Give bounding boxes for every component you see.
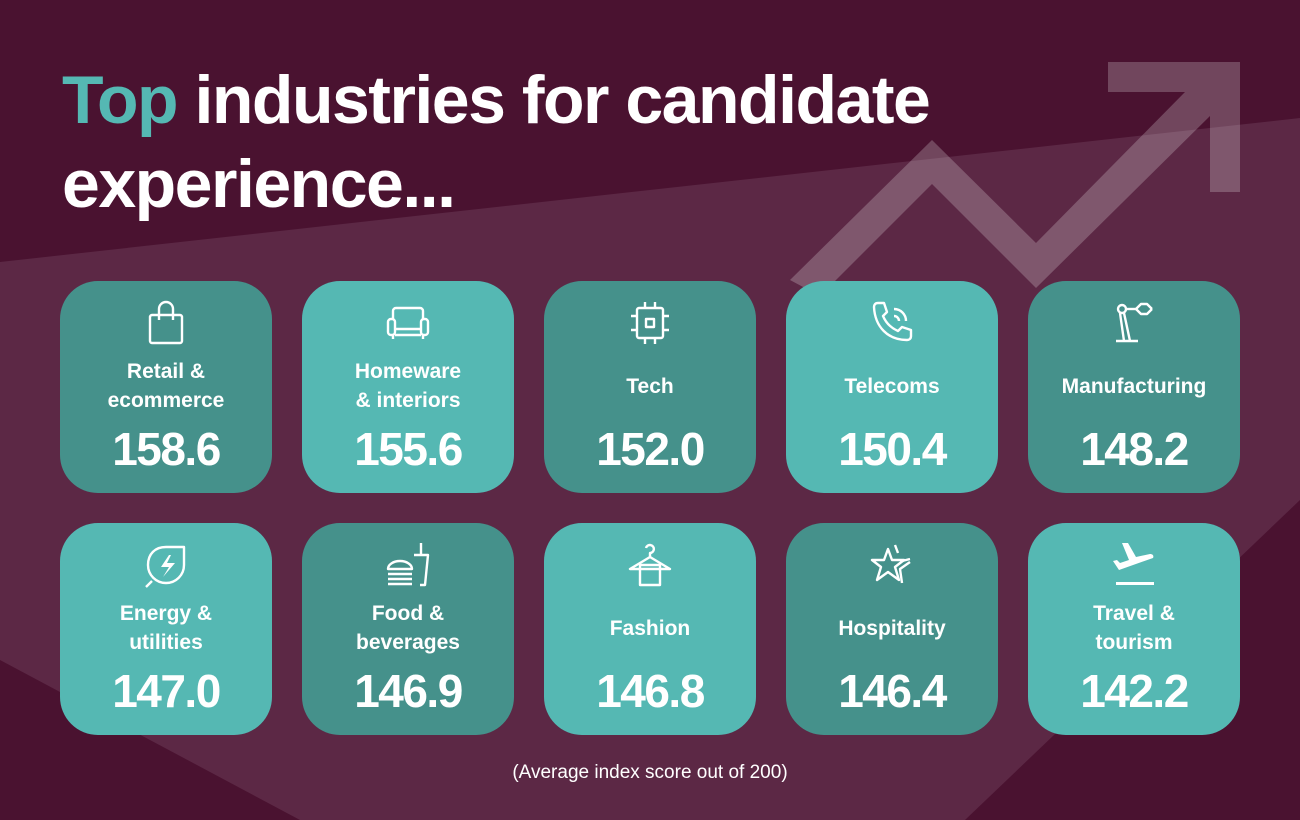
tile-manufacturing: Manufacturing 148.2 <box>1028 281 1240 493</box>
tile-value: 150.4 <box>838 423 947 475</box>
tile-hospitality: Hospitality 146.4 <box>786 523 998 735</box>
tile-value: 158.6 <box>112 423 221 475</box>
robot-arm-icon <box>1110 299 1158 347</box>
tile-retail-ecommerce: Retail & ecommerce 158.6 <box>60 281 272 493</box>
tile-value: 146.8 <box>596 665 705 717</box>
tile-value: 147.0 <box>112 665 221 717</box>
shopping-bag-icon <box>142 299 190 347</box>
tile-energy-utilities: Energy & utilities 147.0 <box>60 523 272 735</box>
tile-homeware-interiors: Homeware & interiors 155.6 <box>302 281 514 493</box>
tile-label: Tech <box>626 374 674 398</box>
tile-tech: Tech 152.0 <box>544 281 756 493</box>
tile-value: 146.4 <box>838 665 947 717</box>
trend-arrow-icon <box>790 62 1240 296</box>
tile-label: Fashion <box>609 616 691 640</box>
tile-value: 142.2 <box>1080 665 1189 717</box>
plane-departure-icon <box>1110 541 1158 589</box>
footnote: (Average index score out of 200) <box>512 762 788 783</box>
tile-value: 148.2 <box>1080 423 1189 475</box>
burger-drink-icon <box>384 541 432 589</box>
leaf-bolt-icon <box>142 541 190 589</box>
tile-label: Homeware & interiors <box>354 360 462 412</box>
sofa-icon <box>384 299 432 347</box>
tile-value: 155.6 <box>354 423 463 475</box>
tile-label: Food & beverages <box>356 602 460 654</box>
title-rest: industries for candidate experience... <box>62 62 931 222</box>
tile-label: Energy & utilities <box>119 602 213 654</box>
tile-label: Manufacturing <box>1061 374 1207 398</box>
tile-fashion: Fashion 146.8 <box>544 523 756 735</box>
tile-label: Travel & tourism <box>1093 602 1175 654</box>
tile-label: Telecoms <box>844 374 940 398</box>
star-icon <box>868 541 916 589</box>
tile-value: 146.9 <box>354 665 463 717</box>
tile-travel-tourism: Travel & tourism 142.2 <box>1028 523 1240 735</box>
page-title: Top industries for candidate experience.… <box>62 58 1042 226</box>
tile-label: Hospitality <box>838 616 946 640</box>
tile-value: 152.0 <box>596 423 705 475</box>
chip-icon <box>626 299 674 347</box>
tile-food-beverages: Food & beverages 146.9 <box>302 523 514 735</box>
title-accent: Top <box>62 62 179 138</box>
tile-telecoms: Telecoms 150.4 <box>786 281 998 493</box>
industry-grid: Retail & ecommerce 158.6 Homeware & inte… <box>60 281 1240 735</box>
phone-call-icon <box>868 299 916 347</box>
tile-label: Retail & ecommerce <box>107 360 225 412</box>
hanger-icon <box>626 541 674 589</box>
